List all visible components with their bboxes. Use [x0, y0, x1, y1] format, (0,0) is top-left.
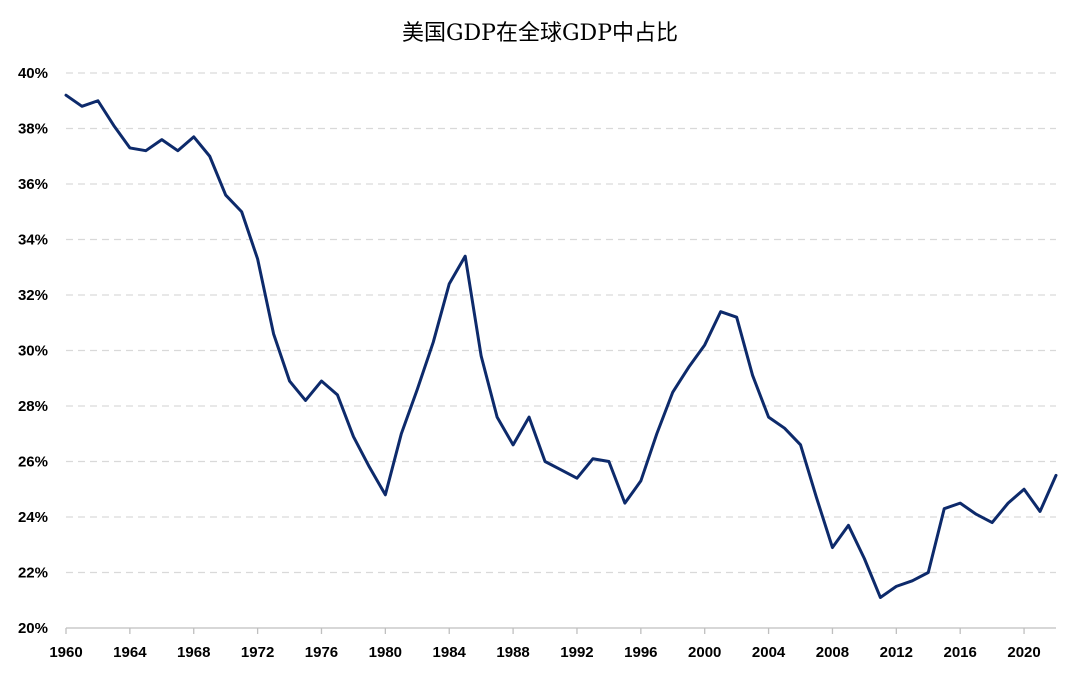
y-tick-label: 22%	[18, 565, 48, 582]
y-tick-label: 20%	[18, 620, 48, 637]
y-tick-label: 24%	[18, 509, 48, 526]
x-tick-label: 1976	[305, 644, 338, 661]
y-axis-ticks: 20% 22% 24% 26% 28% 30% 32% 34% 36% 38% 40%	[18, 65, 48, 637]
y-tick-label: 36%	[18, 176, 48, 193]
y-tick-label: 38%	[18, 121, 48, 138]
series-layer	[64, 93, 1058, 599]
x-tick-label: 1992	[560, 644, 593, 661]
x-tick-label: 1968	[177, 644, 210, 661]
x-tick-label: 2000	[688, 644, 721, 661]
x-tick-label: 1964	[113, 644, 147, 661]
chart-title: 美国GDP在全球GDP中占比	[402, 21, 678, 46]
gridlines	[66, 72, 1056, 574]
x-axis-ticks: 1960 1964 1968 1972 1976 1980 1984 1988 1992 1996…	[49, 644, 1040, 661]
y-tick-label: 32%	[18, 287, 48, 304]
x-tick-label: 1996	[624, 644, 657, 661]
x-tick-label: 1972	[241, 644, 274, 661]
y-tick-label: 30%	[18, 343, 48, 360]
y-tick-label: 40%	[18, 65, 48, 82]
x-tick-label: 2012	[880, 644, 913, 661]
x-tick-label: 2008	[816, 644, 849, 661]
x-tick-label: 1980	[369, 644, 402, 661]
x-tick-label: 1988	[496, 644, 529, 661]
x-tick-label: 1960	[49, 644, 82, 661]
x-tick-label: 2020	[1007, 644, 1040, 661]
y-tick-label: 28%	[18, 398, 48, 415]
y-tick-label: 34%	[18, 232, 48, 249]
x-tick-label: 2016	[944, 644, 977, 661]
x-tick-label: 1984	[433, 644, 467, 661]
axes	[65, 627, 1056, 634]
y-tick-label: 26%	[18, 454, 48, 471]
series-line-0	[64, 93, 1058, 599]
x-tick-label: 2004	[752, 644, 786, 661]
